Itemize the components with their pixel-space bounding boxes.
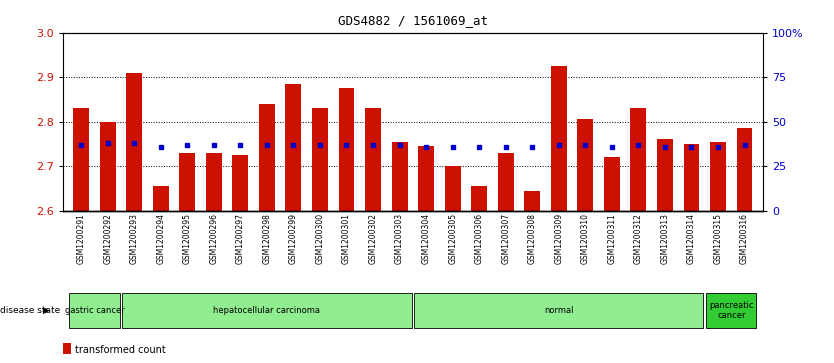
Bar	[100, 122, 116, 211]
Text: GSM1200315: GSM1200315	[714, 213, 722, 264]
Text: GSM1200295: GSM1200295	[183, 213, 192, 264]
Bar	[123, 293, 411, 328]
Bar	[498, 153, 514, 211]
Text: GSM1200311: GSM1200311	[607, 213, 616, 264]
Bar	[525, 191, 540, 211]
Bar	[392, 142, 408, 211]
Text: GSM1200291: GSM1200291	[77, 213, 86, 264]
Text: GSM1200297: GSM1200297	[236, 213, 245, 264]
Text: GSM1200303: GSM1200303	[395, 213, 404, 264]
Bar	[445, 166, 460, 211]
Bar	[339, 88, 354, 211]
Text: GSM1200300: GSM1200300	[315, 213, 324, 264]
Bar	[233, 155, 249, 211]
Bar	[414, 293, 703, 328]
Text: GSM1200302: GSM1200302	[369, 213, 378, 264]
Text: disease state: disease state	[0, 306, 63, 315]
Text: GSM1200310: GSM1200310	[580, 213, 590, 264]
Text: hepatocellular carcinoma: hepatocellular carcinoma	[214, 306, 320, 315]
Text: ▶: ▶	[43, 306, 50, 315]
Text: GSM1200292: GSM1200292	[103, 213, 112, 264]
Bar	[471, 186, 487, 211]
Text: GSM1200294: GSM1200294	[156, 213, 165, 264]
Text: GSM1200309: GSM1200309	[555, 213, 563, 264]
Text: GSM1200312: GSM1200312	[634, 213, 643, 264]
Bar	[418, 146, 434, 211]
Bar	[684, 144, 700, 211]
Text: GSM1200316: GSM1200316	[740, 213, 749, 264]
Bar	[657, 139, 673, 211]
Text: GSM1200301: GSM1200301	[342, 213, 351, 264]
Text: GSM1200296: GSM1200296	[209, 213, 219, 264]
Bar	[73, 108, 89, 211]
Bar	[179, 153, 195, 211]
Bar	[710, 142, 726, 211]
Text: GDS4882 / 1561069_at: GDS4882 / 1561069_at	[338, 15, 488, 28]
Bar	[365, 108, 381, 211]
Text: GSM1200314: GSM1200314	[687, 213, 696, 264]
Text: GSM1200304: GSM1200304	[422, 213, 430, 264]
Text: normal: normal	[544, 306, 574, 315]
Bar	[550, 66, 567, 211]
Text: pancreatic
cancer: pancreatic cancer	[709, 301, 753, 320]
Bar	[312, 108, 328, 211]
Bar	[285, 84, 301, 211]
Bar	[706, 293, 756, 328]
Bar	[153, 186, 168, 211]
Text: transformed count: transformed count	[74, 345, 165, 355]
Text: gastric cancer: gastric cancer	[64, 306, 124, 315]
Text: GSM1200306: GSM1200306	[475, 213, 484, 264]
Text: GSM1200298: GSM1200298	[263, 213, 271, 264]
Bar	[736, 128, 752, 211]
Bar	[577, 119, 593, 211]
Text: GSM1200307: GSM1200307	[501, 213, 510, 264]
Bar	[69, 293, 119, 328]
Bar	[604, 157, 620, 211]
Text: GSM1200299: GSM1200299	[289, 213, 298, 264]
Text: GSM1200305: GSM1200305	[448, 213, 457, 264]
Text: GSM1200308: GSM1200308	[528, 213, 537, 264]
Bar	[206, 153, 222, 211]
Text: GSM1200313: GSM1200313	[661, 213, 670, 264]
Bar	[126, 73, 142, 211]
Text: GSM1200293: GSM1200293	[130, 213, 138, 264]
Bar	[259, 104, 275, 211]
Bar	[63, 343, 71, 354]
Bar	[631, 108, 646, 211]
